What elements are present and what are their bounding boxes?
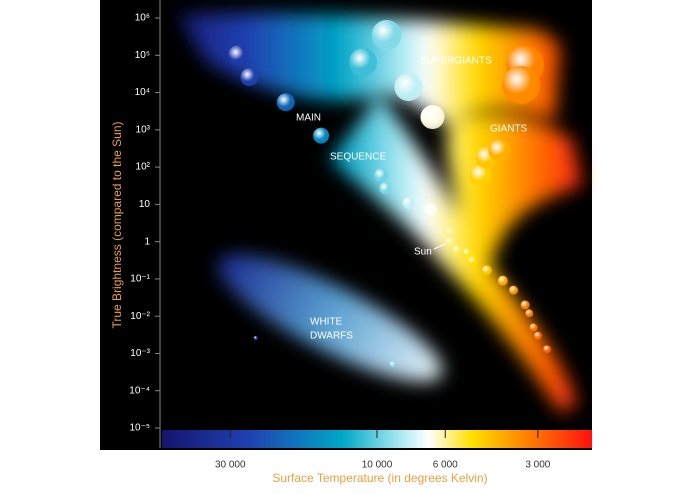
- y-tick-label: 10⁴: [135, 87, 150, 98]
- color-bar: [162, 430, 592, 448]
- y-tick-label: 10⁻⁴: [129, 385, 150, 396]
- annotation: Sun: [414, 247, 432, 258]
- star: [543, 345, 552, 354]
- star: [461, 247, 472, 258]
- star: [374, 168, 389, 183]
- annotation: GIANTS: [490, 124, 528, 135]
- star: [394, 73, 423, 102]
- star: [389, 361, 396, 368]
- star: [276, 93, 295, 112]
- star: [444, 227, 455, 238]
- star: [349, 48, 378, 77]
- y-tick-label: 10³: [136, 124, 151, 135]
- y-tick-label: 10⁻³: [130, 348, 150, 359]
- star: [469, 164, 492, 187]
- x-tick-label: 30 000: [215, 460, 246, 471]
- star: [520, 300, 530, 310]
- star: [420, 105, 445, 130]
- annotation: SUPERGIANTS: [420, 56, 492, 67]
- star: [488, 139, 511, 162]
- star: [502, 65, 541, 104]
- y-tick-label: 10⁻²: [130, 311, 150, 322]
- y-tick-label: 10⁻¹: [130, 274, 150, 285]
- star: [451, 244, 462, 255]
- star: [371, 19, 402, 50]
- annotation: SEQUENCE: [330, 152, 386, 163]
- star: [379, 182, 392, 195]
- annotation: WHITE: [310, 317, 343, 328]
- star: [497, 275, 508, 286]
- star: [424, 203, 437, 216]
- y-tick-label: 10⁵: [135, 50, 150, 61]
- y-tick-label: 10²: [136, 162, 151, 173]
- star: [402, 196, 415, 209]
- star: [525, 309, 534, 318]
- y-tick-label: 10⁻⁵: [129, 423, 150, 434]
- star: [253, 335, 258, 340]
- star: [240, 68, 259, 87]
- annotation: MAIN: [296, 113, 321, 124]
- star: [467, 256, 478, 267]
- x-tick-label: 6 000: [433, 460, 458, 471]
- star: [508, 285, 518, 295]
- star: [533, 331, 542, 340]
- y-axis-label: True Brightness (compared to the Sun): [110, 122, 124, 329]
- star: [444, 236, 455, 247]
- star: [228, 45, 249, 66]
- y-tick-label: 10⁶: [135, 13, 150, 24]
- x-axis-label: Surface Temperature (in degrees Kelvin): [272, 471, 487, 485]
- y-tick-label: 1: [144, 236, 150, 247]
- x-tick-label: 3 000: [525, 460, 550, 471]
- annotation-pointer: [433, 242, 448, 250]
- star: [313, 127, 330, 144]
- star: [481, 265, 492, 276]
- x-tick-label: 10 000: [362, 460, 393, 471]
- annotation: DWARFS: [310, 331, 353, 342]
- y-tick-label: 10: [139, 199, 151, 210]
- star: [529, 323, 538, 332]
